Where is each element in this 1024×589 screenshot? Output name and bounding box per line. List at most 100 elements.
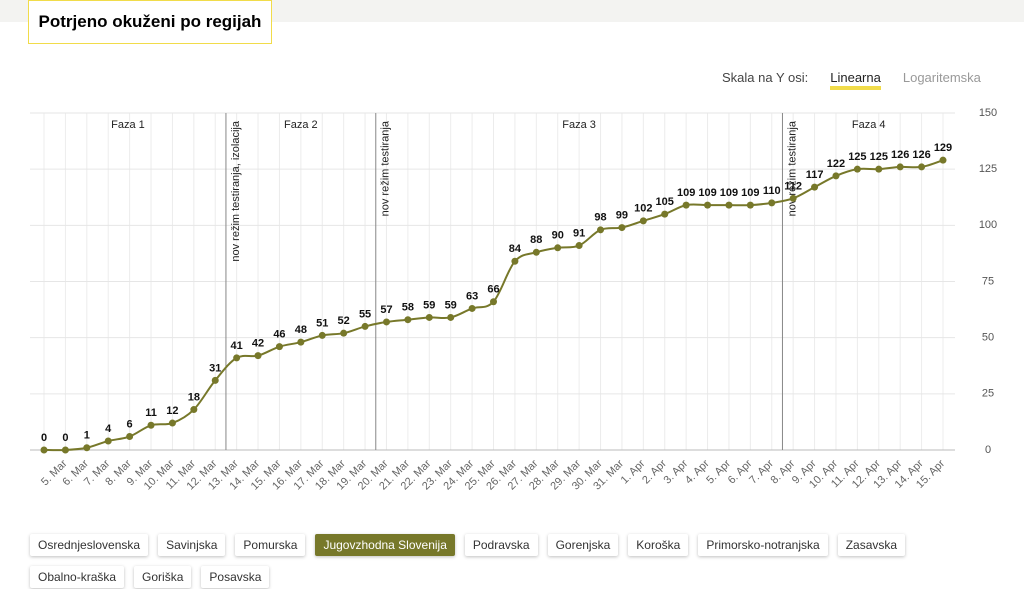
data-point (939, 156, 947, 164)
region-button[interactable]: Podravska (464, 534, 538, 556)
data-point (40, 446, 48, 454)
data-label: 18 (188, 391, 200, 403)
scale-option[interactable]: Logaritemska (902, 70, 981, 85)
data-point (382, 318, 390, 326)
data-point (896, 163, 904, 171)
region-button[interactable]: Zasavska (837, 534, 906, 556)
phase-label: Faza 2 (284, 119, 318, 131)
data-label: 109 (741, 187, 759, 199)
data-label: 129 (934, 142, 952, 154)
region-button[interactable]: Jugovzhodna Slovenija (315, 534, 455, 556)
data-label: 117 (806, 169, 824, 181)
data-label: 105 (656, 196, 674, 208)
data-point (126, 433, 134, 441)
data-point (190, 406, 198, 414)
data-label: 109 (720, 187, 738, 199)
data-point (83, 444, 91, 452)
data-label: 52 (338, 315, 350, 327)
data-point (789, 194, 797, 202)
data-label: 90 (552, 230, 564, 242)
region-button[interactable]: Obalno-kraška (30, 566, 125, 588)
data-point (853, 165, 861, 173)
region-button[interactable]: Posavska (201, 566, 270, 588)
scale-option[interactable]: Linearna (830, 70, 881, 90)
data-label: 125 (848, 151, 866, 163)
data-label: 31 (209, 362, 221, 374)
annotation-text: nov režim testiranja (380, 120, 392, 216)
region-button[interactable]: Pomurska (235, 534, 306, 556)
data-label: 58 (402, 302, 414, 314)
region-button[interactable]: Koroška (628, 534, 689, 556)
region-button[interactable]: Goriška (134, 566, 192, 588)
data-label: 126 (912, 149, 930, 161)
data-point (575, 242, 583, 250)
y-tick-label: 50 (982, 332, 994, 344)
data-label: 63 (466, 290, 478, 302)
annotation-text: nov režim testiranja, izolacija (230, 120, 242, 261)
data-label: 4 (105, 423, 112, 435)
data-label: 112 (784, 180, 802, 192)
y-tick-label: 150 (979, 107, 997, 119)
data-point (61, 446, 69, 454)
y-tick-label: 100 (979, 219, 997, 231)
data-point (104, 437, 112, 445)
data-point (746, 201, 754, 209)
data-point (254, 352, 262, 360)
data-label: 109 (677, 187, 695, 199)
data-point (468, 304, 476, 312)
data-point (168, 419, 176, 427)
data-label: 46 (273, 329, 285, 341)
data-point (682, 201, 690, 209)
data-label: 51 (316, 317, 328, 329)
scale-toggle: Skala na Y osi: Linearna Logaritemska (722, 70, 981, 90)
data-label: 122 (827, 158, 845, 170)
data-point (425, 313, 433, 321)
data-label: 110 (763, 185, 781, 197)
phase-label: Faza 1 (111, 119, 145, 131)
data-label: 88 (530, 234, 542, 246)
y-tick-label: 0 (985, 444, 991, 456)
data-point (404, 316, 412, 324)
data-point (211, 376, 219, 384)
region-buttons: Osrednjeslovenska Savinjska Pomurska Jugovz… (30, 534, 990, 588)
data-point (639, 217, 647, 225)
data-point (361, 322, 369, 330)
data-label: 59 (445, 299, 457, 311)
data-label: 91 (573, 227, 585, 239)
data-label: 48 (295, 324, 307, 336)
data-point (532, 248, 540, 256)
data-point (447, 313, 455, 321)
data-label: 98 (594, 212, 606, 224)
data-label: 59 (423, 299, 435, 311)
data-point (554, 244, 562, 252)
data-point (340, 329, 348, 337)
data-label: 102 (634, 203, 652, 215)
data-point (661, 210, 669, 218)
data-point (768, 199, 776, 207)
data-point (832, 172, 840, 180)
data-label: 109 (698, 187, 716, 199)
y-tick-label: 25 (982, 388, 994, 400)
data-point (511, 257, 519, 265)
data-label: 1 (84, 430, 90, 442)
data-label: 125 (870, 151, 888, 163)
data-label: 84 (509, 243, 522, 255)
data-label: 99 (616, 209, 628, 221)
region-button[interactable]: Savinjska (158, 534, 226, 556)
annotation-text: nov režim testiranja (786, 120, 798, 216)
region-button[interactable]: Gorenjska (547, 534, 619, 556)
data-point (147, 421, 155, 429)
data-point (597, 226, 605, 234)
data-point (618, 224, 626, 232)
data-label: 0 (62, 432, 68, 444)
data-label: 66 (487, 284, 499, 296)
data-point (275, 343, 283, 351)
data-label: 0 (41, 432, 47, 444)
region-button[interactable]: Osrednjeslovenska (30, 534, 149, 556)
region-button[interactable]: Primorsko-notranjska (698, 534, 828, 556)
data-point (297, 338, 305, 346)
data-point (725, 201, 733, 209)
data-label: 126 (891, 149, 909, 161)
